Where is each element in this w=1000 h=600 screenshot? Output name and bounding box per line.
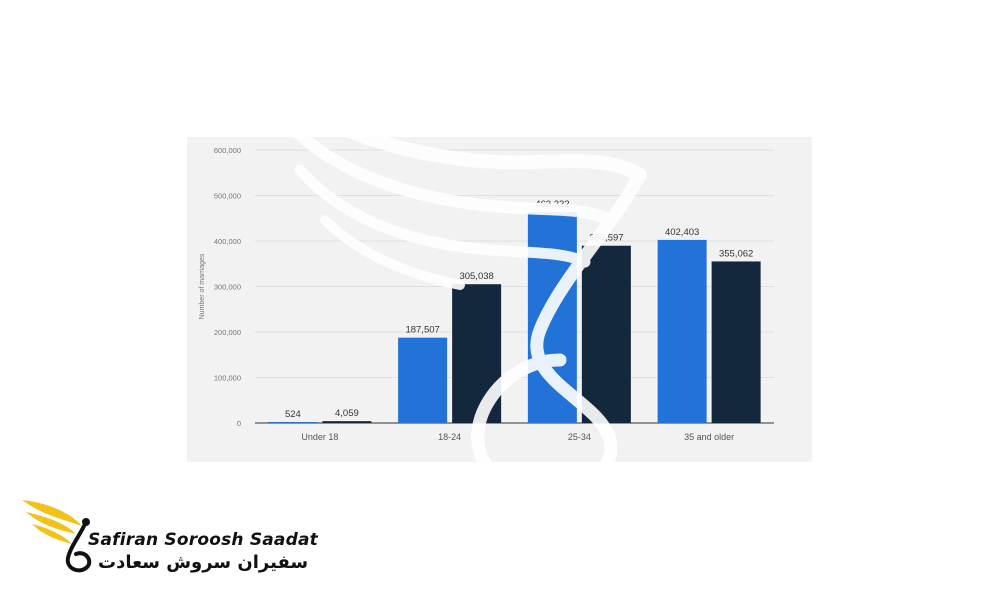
wing-logo-icon: [22, 500, 92, 573]
chart-panel: 0 100,000 200,000 300,000 400,000 500,000 600,…: [187, 137, 812, 462]
bar: [398, 337, 448, 423]
bar-chart: 0 100,000 200,000 300,000 400,000 500,000 600,…: [199, 146, 774, 442]
x-tick-label: 35 and older: [684, 432, 734, 442]
bar: [527, 212, 577, 423]
data-label: 187,507: [405, 325, 439, 336]
bar: [711, 261, 761, 423]
data-label: 355,062: [719, 248, 753, 259]
data-label: 524: [285, 409, 301, 420]
bar: [322, 421, 372, 423]
x-tick-label: 18-24: [438, 432, 461, 442]
y-tick-label: 400,000: [214, 237, 241, 246]
y-tick-label: 0: [237, 419, 241, 428]
data-label: 463,322: [535, 199, 569, 210]
y-tick-label: 300,000: [214, 283, 241, 292]
x-tick-label: Under 18: [301, 432, 338, 442]
y-tick-label: 600,000: [214, 146, 241, 155]
bar: [657, 239, 707, 423]
y-tick-label: 100,000: [214, 374, 241, 383]
y-tick-label: 500,000: [214, 192, 241, 201]
data-label: 402,403: [665, 227, 699, 238]
data-label: 4,059: [335, 408, 359, 419]
data-label: 389,597: [589, 233, 623, 244]
x-tick-label: 25-34: [568, 432, 591, 442]
y-tick-label: 200,000: [214, 328, 241, 337]
logo-text-en: Safiran Soroosh Saadat: [88, 530, 318, 550]
bar: [581, 245, 631, 423]
bar: [452, 284, 502, 423]
logo-text-fa: سفیران سروش سعادت: [98, 552, 309, 573]
y-axis-title: Number of marriages: [199, 253, 206, 319]
data-label: 305,038: [459, 271, 493, 282]
bar: [268, 422, 318, 423]
company-logo: Safiran Soroosh Saadat سفیران سروش سعادت: [20, 492, 318, 582]
